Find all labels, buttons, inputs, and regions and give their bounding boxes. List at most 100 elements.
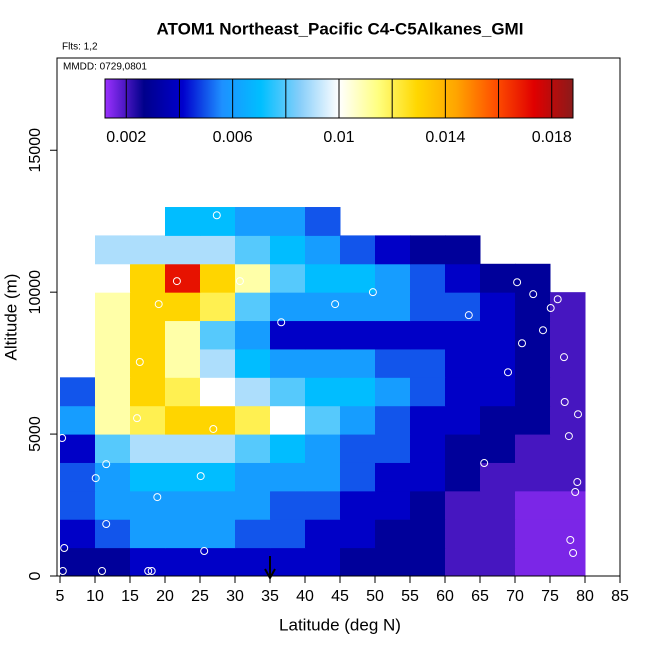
heat-cell (305, 405, 341, 435)
heat-cell (200, 235, 236, 265)
heat-cell (445, 348, 481, 378)
heat-cell (340, 519, 376, 549)
x-tick-label: 35 (261, 588, 279, 605)
heat-cell (165, 490, 201, 520)
heat-cell (270, 405, 306, 435)
heat-cell (60, 519, 96, 549)
flight-point (566, 535, 575, 544)
heat-cell (200, 320, 236, 350)
heat-cell (305, 207, 341, 236)
heat-cell (515, 490, 551, 520)
heat-cell (410, 235, 446, 265)
heat-cell (410, 292, 446, 322)
heat-cell (375, 377, 411, 407)
flight-point (573, 478, 582, 487)
flight-point (153, 493, 162, 502)
heat-cell (165, 547, 201, 577)
heat-cell (305, 320, 341, 350)
x-tick-label: 25 (191, 588, 209, 605)
heat-cell (305, 434, 341, 463)
heat-cell (95, 547, 131, 577)
heat-cell (60, 547, 96, 577)
colorbar-tick-label: 0.014 (425, 129, 465, 146)
heat-cell (515, 348, 551, 378)
heat-cell (270, 292, 306, 322)
x-tick-label: 60 (436, 588, 454, 605)
colorbar-tick-label: 0.002 (106, 129, 146, 146)
flight-point (546, 304, 555, 313)
flight-point (513, 278, 522, 287)
heat-cell (270, 434, 306, 463)
heat-cell (340, 547, 376, 577)
heat-cell (270, 377, 306, 407)
flight-point (196, 472, 205, 481)
heat-cell (130, 490, 166, 520)
x-tick-label: 20 (156, 588, 174, 605)
heat-cell (165, 348, 201, 378)
heat-cell (515, 519, 551, 549)
x-tick-label: 10 (86, 588, 104, 605)
heat-cell (270, 348, 306, 378)
heat-cell (305, 348, 341, 378)
heat-cell (165, 434, 201, 463)
flight-point (553, 295, 562, 304)
heat-cell (515, 434, 551, 463)
flight-point (133, 414, 141, 423)
heat-cell (235, 377, 271, 407)
y-axis-label: Altitude (m) (1, 274, 20, 361)
heat-cell (200, 263, 236, 293)
flight-point (121, 267, 130, 276)
flight-point (494, 249, 503, 258)
heat-cell (200, 207, 236, 236)
heat-cell (445, 519, 481, 549)
heat-cell (270, 519, 306, 549)
heat-cell (200, 547, 236, 577)
flight-point (480, 459, 489, 468)
heat-cell (515, 547, 551, 577)
heat-cell (235, 434, 271, 463)
heat-cell (165, 320, 201, 350)
heat-cell (165, 377, 201, 407)
heat-cell (130, 320, 166, 350)
heat-cell (515, 292, 551, 322)
heat-cell (165, 462, 201, 492)
flight-point (529, 290, 538, 299)
heat-cell (445, 405, 481, 435)
flight-point (209, 424, 218, 433)
heat-cell (130, 547, 166, 577)
heat-cell (340, 263, 376, 293)
flight-point (368, 288, 377, 297)
heat-cell (270, 235, 306, 265)
colorbar-tick-label: 0.01 (323, 129, 354, 146)
heat-cell (480, 434, 516, 463)
heat-cell (340, 434, 376, 463)
flight-point (144, 567, 153, 576)
heat-cell (550, 348, 586, 378)
heat-cell (235, 263, 271, 293)
heat-cell (480, 405, 516, 435)
heat-cell (95, 320, 131, 350)
heat-cell (515, 320, 551, 350)
heat-cell (95, 235, 131, 265)
flight-point (571, 487, 580, 496)
heat-cell (445, 434, 481, 463)
heat-cell (235, 547, 271, 577)
heat-cell (375, 235, 411, 265)
heat-cell (340, 462, 376, 492)
x-tick-label: 30 (226, 588, 244, 605)
flight-point (147, 567, 156, 576)
heat-cell (480, 462, 516, 492)
heat-cell (235, 405, 271, 435)
heat-cell (305, 490, 341, 520)
x-tick-label: 75 (541, 588, 559, 605)
heat-cell (60, 490, 96, 520)
heat-cell (410, 547, 446, 577)
heat-cell (550, 490, 586, 520)
heat-cell (480, 263, 516, 293)
flight-point (331, 300, 340, 309)
heat-cell (445, 377, 481, 407)
heat-cell (200, 377, 236, 407)
heat-cell (410, 377, 446, 407)
heat-cell (235, 207, 271, 236)
heat-cell (130, 377, 166, 407)
